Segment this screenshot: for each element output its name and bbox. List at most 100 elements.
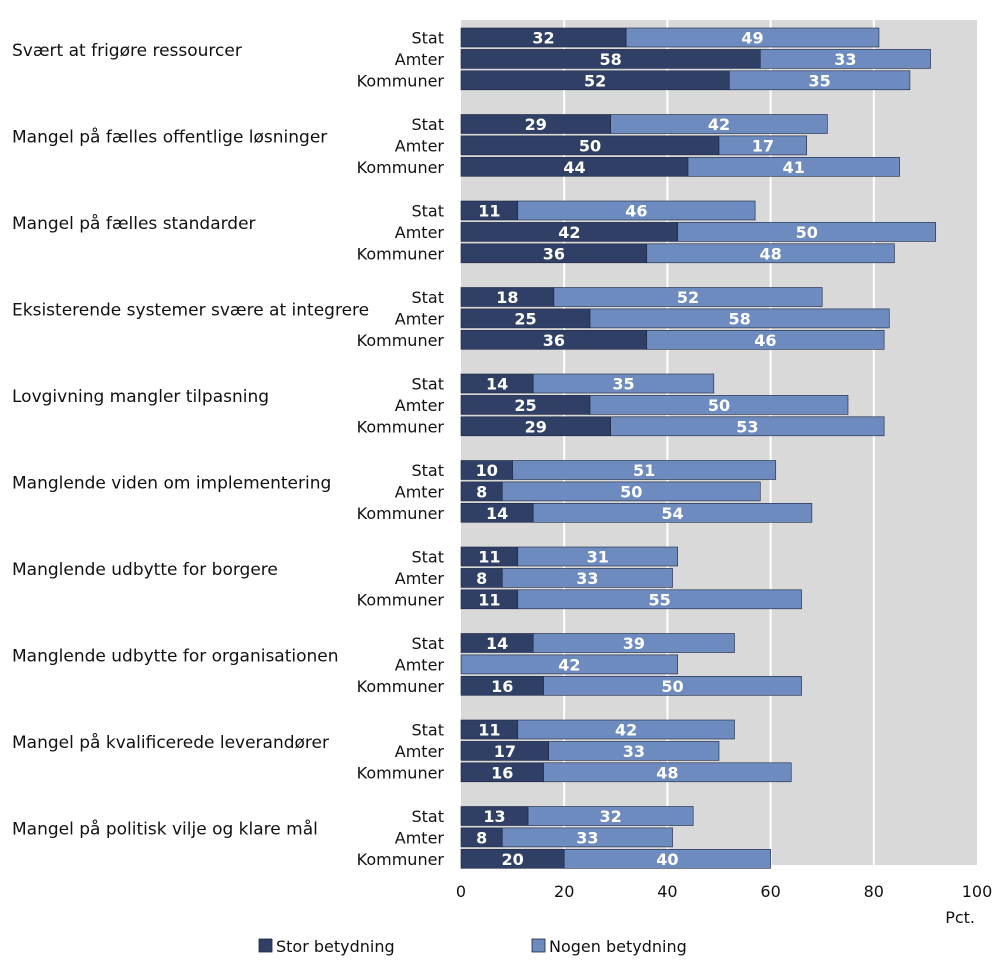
- group-label: Stat: [411, 461, 444, 480]
- value-labels: 32 49 58 33 52 35 29 42 50 17 44 41 11 46 42 50 36 48 18 52…: [476, 29, 857, 869]
- value-label: 29: [525, 417, 547, 436]
- bar-nogen-betydning: [501, 827, 673, 848]
- legend-label: Stor betydning: [276, 937, 395, 956]
- group-label: Amter: [395, 828, 445, 847]
- category-label: Eksisterende systemer svære at integrere: [12, 301, 369, 321]
- group-label: Kommuner: [357, 417, 445, 436]
- group-label: Kommuner: [357, 677, 445, 696]
- bar-nogen-betydning: [646, 329, 885, 350]
- value-label: 18: [496, 288, 518, 307]
- group-label: Stat: [411, 548, 444, 567]
- group-label: Stat: [411, 721, 444, 740]
- bar-nogen-betydning: [610, 114, 828, 134]
- category-label: Svært at frigøre ressourcer: [12, 41, 242, 61]
- value-label: 44: [563, 158, 585, 177]
- value-label: 39: [623, 634, 645, 653]
- bar-nogen-betydning: [501, 568, 673, 588]
- group-label: Kommuner: [357, 504, 445, 523]
- bar-nogen-betydning: [517, 719, 735, 740]
- bar-nogen-betydning: [532, 633, 735, 653]
- value-label: 11: [478, 721, 500, 740]
- value-label: 17: [494, 742, 516, 761]
- value-label: 33: [834, 50, 856, 69]
- bar-nogen-betydning: [532, 373, 715, 394]
- group-label: Stat: [411, 634, 444, 653]
- value-label: 11: [478, 590, 500, 609]
- value-label: 41: [783, 158, 805, 177]
- value-label: 16: [491, 763, 513, 782]
- value-label: 52: [584, 71, 606, 90]
- bar-nogen-betydning: [625, 27, 880, 48]
- group-label: Amter: [395, 569, 445, 588]
- group-label: Amter: [395, 482, 445, 501]
- value-label: 50: [620, 482, 642, 501]
- value-label: 17: [752, 136, 774, 155]
- bar-nogen-betydning: [527, 806, 694, 826]
- group-label: Stat: [411, 115, 444, 134]
- bar-nogen-betydning: [517, 546, 679, 567]
- group-label: Kommuner: [357, 244, 445, 263]
- category-labels: Svært at frigøre ressourcer Mangel på fæl…: [12, 41, 369, 839]
- bar-nogen-betydning: [460, 654, 679, 675]
- value-label: 36: [543, 331, 565, 350]
- x-tick-label: 80: [864, 882, 884, 901]
- legend-label: Nogen betydning: [549, 937, 687, 956]
- value-label: 14: [486, 634, 508, 653]
- category-label: Mangel på fælles standarder: [12, 213, 256, 234]
- value-label: 33: [623, 742, 645, 761]
- group-label: Kommuner: [357, 590, 445, 609]
- legend: Stor betydning Nogen betydning: [258, 937, 687, 956]
- bar-nogen-betydning: [589, 395, 849, 415]
- value-label: 42: [558, 655, 580, 674]
- category-label: Manglende udbytte for organisationen: [12, 647, 339, 667]
- value-label: 42: [708, 115, 730, 134]
- value-label: 29: [525, 115, 547, 134]
- x-tick-label: 40: [657, 882, 677, 901]
- group-label: Amter: [395, 742, 445, 761]
- x-tick-label: 0: [456, 882, 466, 901]
- value-label: 52: [677, 288, 699, 307]
- legend-swatch: [531, 938, 546, 953]
- value-label: 46: [625, 202, 647, 221]
- value-label: 48: [759, 244, 781, 263]
- value-label: 55: [649, 590, 671, 609]
- value-label: 14: [486, 504, 508, 523]
- bar-nogen-betydning: [687, 157, 900, 177]
- value-label: 11: [478, 548, 500, 567]
- value-label: 50: [579, 136, 601, 155]
- group-label: Amter: [395, 136, 445, 155]
- x-unit-label: Pct.: [945, 908, 975, 927]
- bar-nogen-betydning: [759, 49, 931, 69]
- value-label: 25: [514, 396, 536, 415]
- bar-nogen-betydning: [548, 741, 720, 761]
- value-label: 32: [532, 29, 554, 48]
- value-label: 48: [656, 763, 678, 782]
- value-label: 31: [587, 548, 609, 567]
- value-label: 25: [514, 309, 536, 328]
- group-label: Amter: [395, 223, 445, 242]
- value-label: 33: [576, 828, 598, 847]
- bar-nogen-betydning: [517, 589, 802, 610]
- bar-nogen-betydning: [589, 308, 890, 329]
- category-label: Mangel på fælles offentlige løsninger: [12, 127, 327, 148]
- x-axis: 0 20 40 60 80 100 Pct.: [456, 882, 992, 927]
- category-label: Manglende udbytte for borgere: [12, 560, 278, 580]
- value-label: 42: [615, 721, 637, 740]
- group-label: Kommuner: [357, 158, 445, 177]
- value-label: 33: [576, 569, 598, 588]
- group-label: Amter: [395, 309, 445, 328]
- group-label: Amter: [395, 396, 445, 415]
- value-label: 50: [796, 223, 818, 242]
- value-label: 54: [661, 504, 683, 523]
- bar-nogen-betydning: [517, 200, 756, 221]
- legend-swatch: [258, 938, 273, 953]
- value-label: 8: [476, 482, 487, 501]
- value-label: 58: [729, 309, 751, 328]
- bar-nogen-betydning: [543, 762, 792, 783]
- value-label: 35: [808, 71, 830, 90]
- value-label: 16: [491, 677, 513, 696]
- value-label: 40: [656, 850, 678, 869]
- value-label: 53: [736, 417, 758, 436]
- bar-nogen-betydning: [512, 460, 777, 480]
- category-label: Manglende viden om implementering: [12, 474, 331, 494]
